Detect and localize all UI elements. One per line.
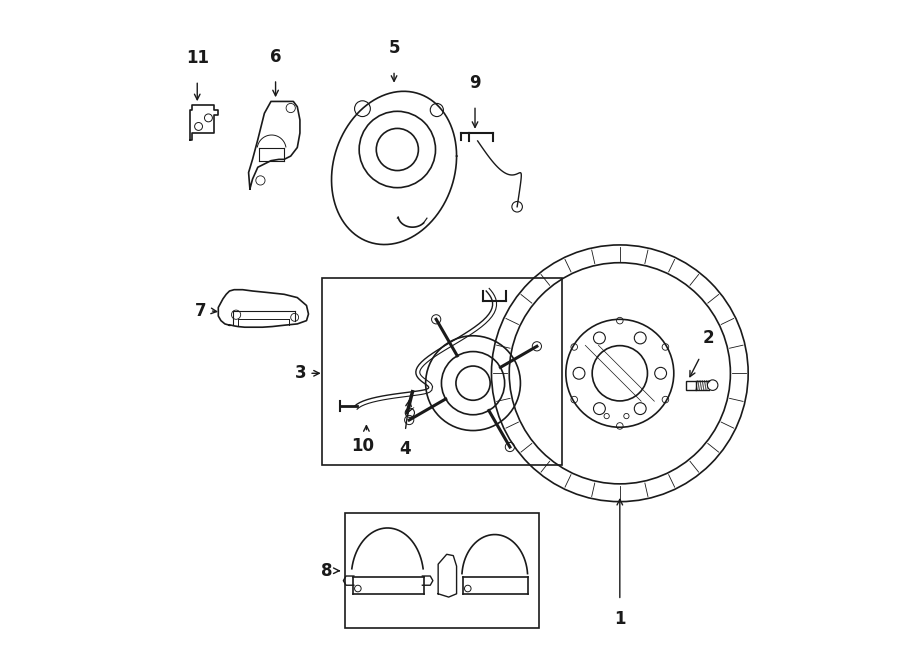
Text: 5: 5 [388, 40, 400, 58]
Bar [686, 381, 696, 390]
Text: 6: 6 [270, 48, 282, 66]
Text: 9: 9 [469, 74, 481, 93]
Text: 4: 4 [400, 440, 411, 459]
Text: 3: 3 [295, 364, 307, 382]
Text: 7: 7 [194, 302, 206, 320]
Bar [345, 513, 539, 628]
Text: 11: 11 [185, 49, 209, 67]
Text: 1: 1 [614, 610, 626, 628]
Text: 10: 10 [352, 437, 374, 455]
Bar [321, 278, 562, 465]
Text: 2: 2 [703, 329, 715, 347]
Text: 8: 8 [321, 562, 333, 580]
